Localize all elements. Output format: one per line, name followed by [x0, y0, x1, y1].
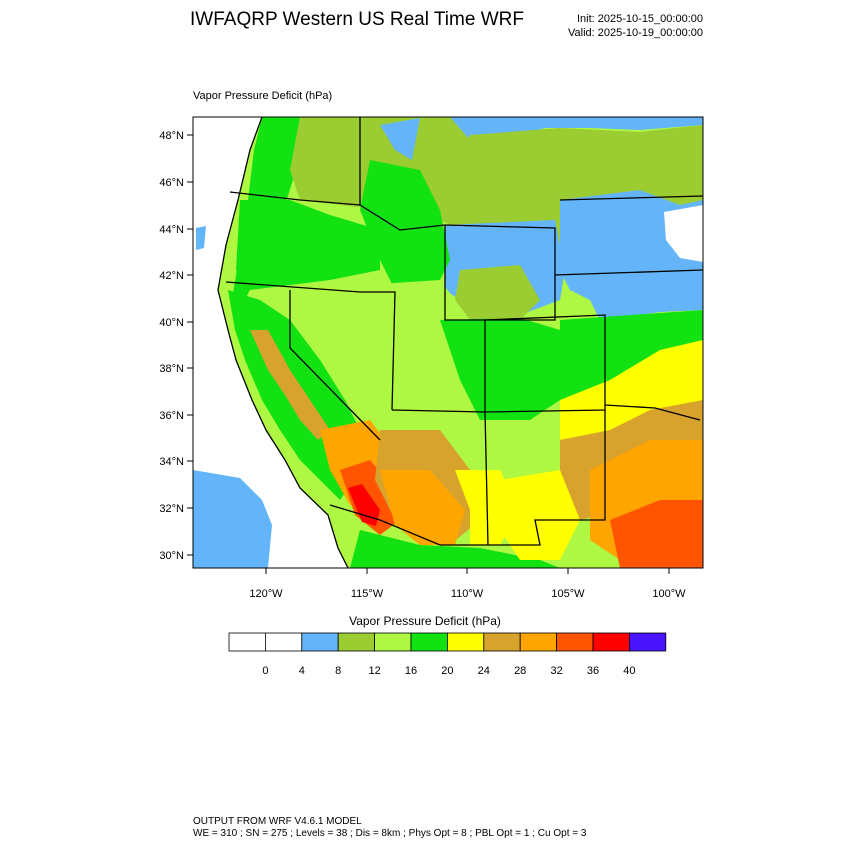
lat-label: 36°N [159, 410, 184, 422]
colorbar-tick-labels: 0 4 8 12 16 20 24 28 32 36 40 [262, 665, 635, 677]
lat-label: 42°N [159, 270, 184, 282]
footer-config: WE = 310 ; SN = 275 ; Levels = 38 ; Dis … [193, 828, 587, 839]
valid-time: Valid: 2025-10-19_00:00:00 [568, 27, 703, 39]
colorbar-tick-label: 4 [299, 665, 305, 677]
border-ok-tx [604, 404, 701, 421]
colorado-green [440, 318, 560, 420]
lon-ticks [265, 568, 670, 574]
border-id-mt [359, 117, 446, 231]
texas-red [610, 500, 703, 568]
colorbar-box [446, 632, 485, 652]
vpd-field [193, 117, 703, 568]
desert-core [348, 484, 380, 526]
ocean-region [193, 117, 348, 568]
lat-label: 30°N [159, 550, 184, 562]
plains-green [560, 310, 703, 410]
lat-label: 48°N [159, 130, 184, 142]
border-az-nm [391, 409, 489, 546]
border-ks-ne [554, 269, 703, 276]
lon-label: 100°W [652, 588, 686, 600]
colorbar-box [374, 632, 412, 652]
colorbar-box [483, 632, 521, 652]
oregon-green [236, 200, 380, 290]
colorbar-tick-label: 16 [405, 665, 417, 677]
central-valley-tan [250, 330, 330, 440]
page-title: IWFAQRP Western US Real Time WRF [190, 9, 524, 30]
lat-labels: 30°N 32°N 34°N 36°N 38°N 40°N 42°N 44°N … [159, 130, 184, 562]
lat-label: 34°N [159, 456, 184, 468]
colorbar-box [264, 632, 303, 652]
utah-lime [290, 280, 480, 420]
colorbar-title: Vapor Pressure Deficit (hPa) [349, 614, 501, 628]
lat-label: 38°N [159, 363, 184, 375]
pnw-blue-1 [380, 118, 420, 160]
lon-label: 105°W [551, 588, 585, 600]
border-or-ca [225, 281, 361, 293]
colorbar-box [629, 632, 667, 652]
lat-label: 44°N [159, 224, 184, 236]
ocean-vpd-blue [193, 470, 272, 568]
colorbar-tick-label: 20 [441, 665, 453, 677]
border-ca-nv [289, 290, 381, 441]
map-frame [192, 116, 704, 569]
init-time: Init: 2025-10-15_00:00:00 [577, 13, 703, 25]
border-mexico [329, 504, 488, 546]
border-wy [444, 224, 556, 321]
field-label: Vapor Pressure Deficit (hPa) [193, 90, 333, 102]
lat-label: 46°N [159, 177, 184, 189]
lon-label: 110°W [451, 588, 484, 600]
colorbar-tick-label: 28 [514, 665, 526, 677]
colorbar-box [519, 632, 558, 652]
state-borders [217, 117, 703, 568]
lon-label: 115°W [351, 588, 384, 600]
colorbar-tick-label: 32 [550, 665, 562, 677]
border-sd-nd [559, 195, 703, 201]
colorbar-box [556, 632, 594, 652]
ocean-vpd-blue-nw [196, 226, 206, 250]
colorbar-tick-label: 40 [623, 665, 635, 677]
colorbar-tick-label: 12 [368, 665, 380, 677]
dakota-white [664, 205, 703, 262]
colorbar-box [228, 632, 266, 652]
nm-yellow [500, 470, 580, 560]
colorbar-tick-label: 36 [587, 665, 599, 677]
lon-labels: 120°W 115°W 110°W 105°W 100°W [249, 588, 686, 600]
lat-label: 40°N [159, 317, 184, 329]
arizona-orange [380, 470, 465, 545]
mexico-green [350, 530, 560, 568]
colorbar-tick-label: 8 [335, 665, 341, 677]
colorbar [228, 632, 667, 652]
footer-model: OUTPUT FROM WRF V4.6.1 MODEL [193, 816, 362, 827]
lat-ticks [187, 134, 193, 556]
border-wa-or [229, 191, 361, 206]
border-nm-tx [488, 410, 606, 546]
colorbar-tick-label: 0 [262, 665, 268, 677]
colorbar-box [410, 632, 448, 652]
colorbar-box [337, 632, 376, 652]
colorbar-box [301, 632, 339, 652]
border-nv-ut [360, 291, 396, 411]
colorbar-box [592, 632, 630, 652]
wyoming-olive [455, 265, 540, 320]
colorbar-tick-label: 24 [478, 665, 490, 677]
lat-label: 32°N [159, 503, 184, 515]
coastline [217, 117, 349, 568]
lon-label: 120°W [249, 588, 283, 600]
